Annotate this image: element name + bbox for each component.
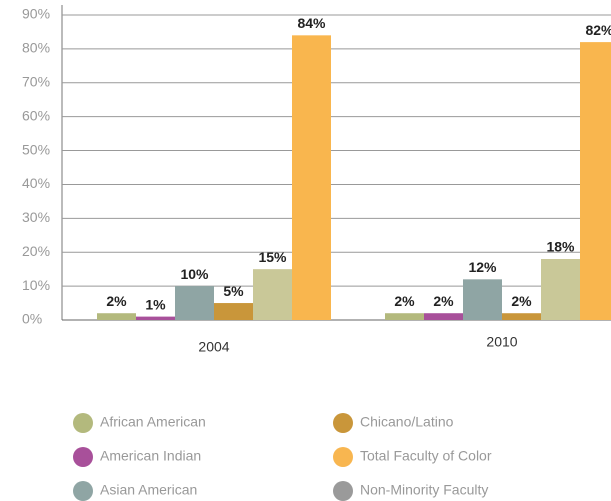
bar bbox=[580, 42, 611, 320]
legend-label: American Indian bbox=[100, 448, 201, 464]
legend-label: Total Faculty of Color bbox=[360, 448, 492, 464]
bar bbox=[214, 303, 253, 320]
value-label: 2% bbox=[394, 293, 415, 309]
value-label: 15% bbox=[258, 249, 287, 265]
x-tick-label: 2004 bbox=[198, 339, 229, 355]
bar bbox=[463, 279, 502, 320]
bar bbox=[424, 313, 463, 320]
y-tick-label: 30% bbox=[22, 209, 50, 225]
bar bbox=[385, 313, 424, 320]
value-label: 82% bbox=[585, 22, 611, 38]
y-tick-label: 20% bbox=[22, 243, 50, 259]
y-tick-label: 60% bbox=[22, 107, 50, 123]
y-tick-label: 0% bbox=[22, 311, 42, 327]
legend-label: Asian American bbox=[100, 482, 197, 498]
value-label: 2% bbox=[433, 293, 454, 309]
value-label: 1% bbox=[145, 296, 166, 312]
bar bbox=[253, 269, 292, 320]
bar bbox=[136, 316, 175, 320]
value-label: 2% bbox=[106, 293, 127, 309]
value-label: 18% bbox=[546, 239, 575, 255]
y-tick-label: 80% bbox=[22, 40, 50, 56]
value-label: 12% bbox=[468, 259, 497, 275]
legend-swatch bbox=[333, 413, 353, 433]
value-label: 2% bbox=[511, 293, 532, 309]
legend-swatch bbox=[333, 481, 353, 501]
bar bbox=[502, 313, 541, 320]
legend-label: African American bbox=[100, 414, 206, 430]
bar bbox=[97, 313, 136, 320]
bar bbox=[175, 286, 214, 320]
y-tick-label: 10% bbox=[22, 277, 50, 293]
bar bbox=[292, 35, 331, 320]
y-tick-label: 50% bbox=[22, 141, 50, 157]
y-tick-label: 70% bbox=[22, 73, 50, 89]
legend-swatch bbox=[73, 481, 93, 501]
legend-swatch bbox=[73, 413, 93, 433]
value-label: 5% bbox=[223, 283, 244, 299]
x-tick-label: 2010 bbox=[486, 334, 517, 350]
value-label: 10% bbox=[180, 266, 209, 282]
y-tick-label: 90% bbox=[22, 6, 50, 22]
legend-label: Chicano/Latino bbox=[360, 414, 454, 430]
y-tick-label: 40% bbox=[22, 175, 50, 191]
legend-swatch bbox=[73, 447, 93, 467]
legend-label: Non-Minority Faculty bbox=[360, 482, 488, 498]
bar bbox=[541, 259, 580, 320]
value-label: 84% bbox=[297, 15, 326, 31]
legend-swatch bbox=[333, 447, 353, 467]
